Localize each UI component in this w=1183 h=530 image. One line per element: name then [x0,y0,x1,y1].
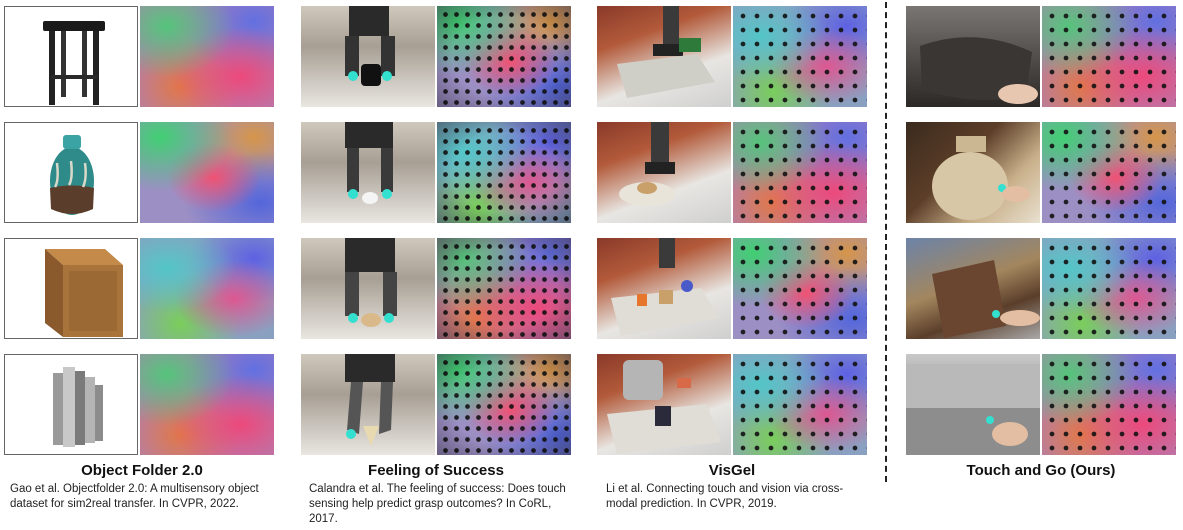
robot-gripper-photo [301,238,435,339]
robot-gripper-photo [301,354,435,455]
in-the-wild-photo-vase [906,122,1040,223]
robot-arm-photo [597,122,731,223]
object-render-vase [4,122,138,223]
caption-title-visgel: VisGel [708,462,756,479]
caption-title-objectfolder: Object Folder 2.0 [81,462,203,479]
object-render-cabinet [4,238,138,339]
tactile-map [140,238,274,339]
in-the-wild-photo-sign [906,354,1040,455]
robot-arm-photo [597,238,731,339]
tactile-map-markers [1042,122,1176,223]
tactile-map-markers [1042,238,1176,339]
tactile-map-markers [1042,354,1176,455]
object-render-stool [4,6,138,107]
caption-ref-objectfolder: Gao et al. Objectfolder 2.0: A multisens… [10,483,259,510]
in-the-wild-photo-wood [906,238,1040,339]
caption-title-feeling-of-success: Feeling of Success [368,462,504,479]
caption-ref-visgel: Li et al. Connecting touch and vision vi… [606,483,844,510]
tactile-map-markers [437,238,571,339]
tactile-map-markers [1042,6,1176,107]
tactile-map-markers [733,6,867,107]
robot-gripper-photo [301,122,435,223]
tactile-map [140,6,274,107]
tactile-map-markers [437,6,571,107]
tactile-map [140,122,274,223]
caption-ref-feeling-of-success: Calandra et al. The feeling of success: … [309,483,566,525]
robot-gripper-photo [301,6,435,107]
robot-arm-photo [597,6,731,107]
tactile-map-markers [733,122,867,223]
tactile-map-markers [733,238,867,339]
tactile-map-markers [733,354,867,455]
tactile-map-markers [437,122,571,223]
object-render-metal-part [4,354,138,455]
robot-arm-photo [597,354,731,455]
dashed-divider [885,2,887,482]
caption-title-touch-and-go: Touch and Go (Ours) [966,462,1116,479]
tactile-map-markers [437,354,571,455]
in-the-wild-photo-chair [906,6,1040,107]
tactile-map [140,354,274,455]
